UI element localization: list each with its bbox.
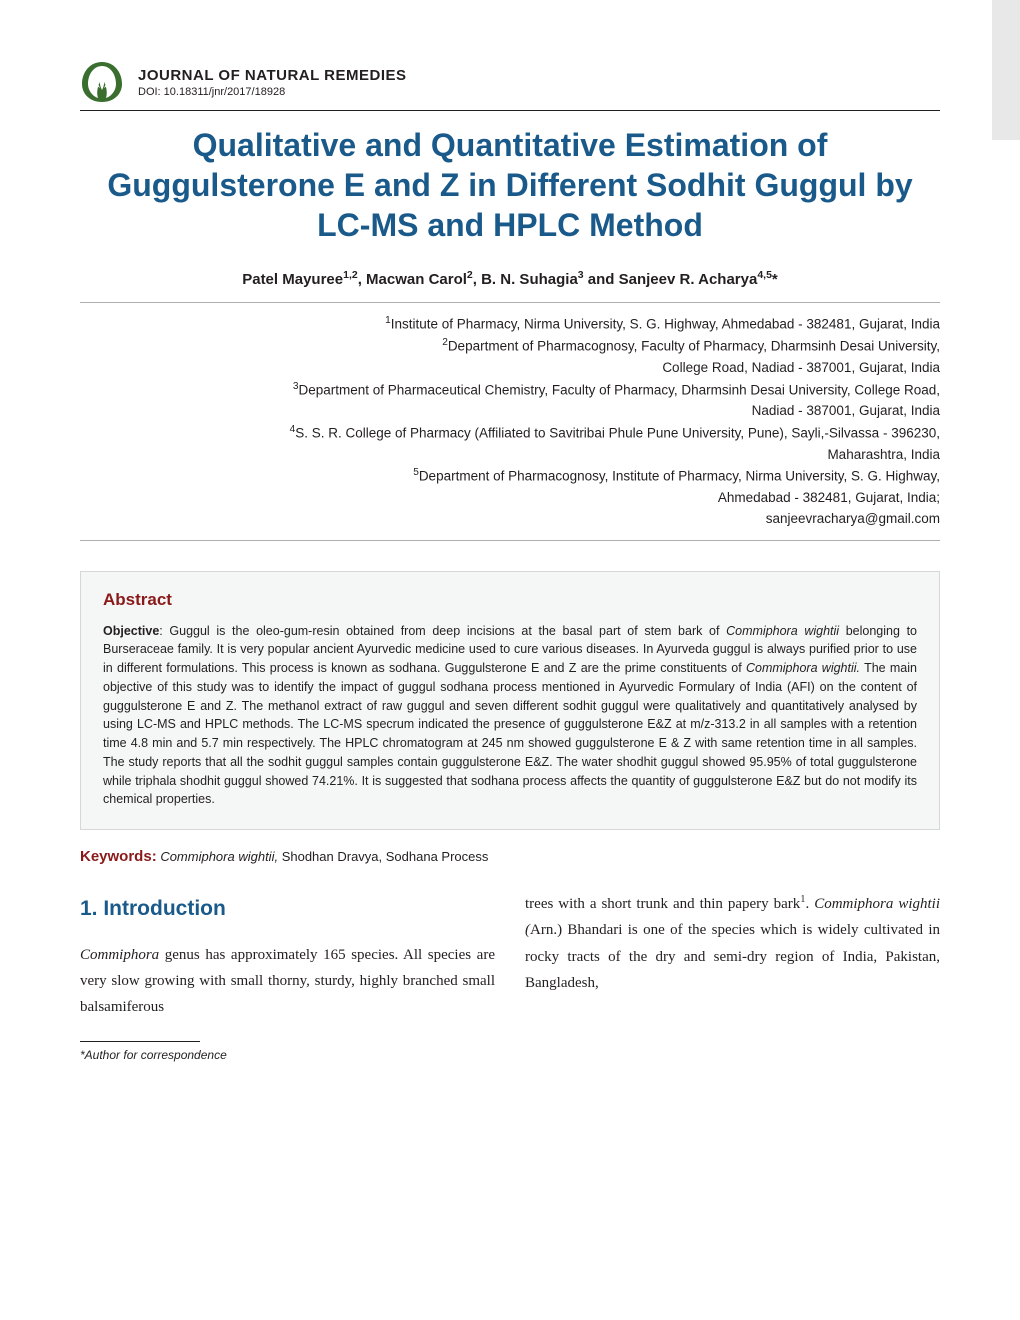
journal-name: JOURNAL OF NATURAL REMEDIES (138, 67, 407, 84)
intro-paragraph-right: trees with a short trunk and thin papery… (525, 891, 940, 996)
abstract-heading: Abstract (103, 590, 917, 610)
section-heading-introduction: 1. Introduction (80, 891, 495, 928)
article-title: Qualitative and Quantitative Estimation … (80, 125, 940, 245)
authors-line: Patel Mayuree1,2, Macwan Carol2, B. N. S… (80, 269, 940, 288)
journal-logo-icon (80, 60, 124, 104)
keywords-row: Keywords: Commiphora wightii, Shodhan Dr… (80, 848, 940, 865)
column-right: trees with a short trunk and thin papery… (525, 891, 940, 1021)
affiliation-bottom-rule (80, 540, 940, 541)
affiliation-top-rule (80, 302, 940, 303)
intro-paragraph-left: Commiphora genus has approximately 165 s… (80, 942, 495, 1021)
journal-header: JOURNAL OF NATURAL REMEDIES DOI: 10.1831… (80, 60, 940, 104)
page-container: JOURNAL OF NATURAL REMEDIES DOI: 10.1831… (0, 0, 1020, 1102)
abstract-body: Objective: Guggul is the oleo-gum-resin … (103, 622, 917, 810)
journal-title-block: JOURNAL OF NATURAL REMEDIES DOI: 10.1831… (138, 67, 407, 98)
keywords-label: Keywords: (80, 848, 157, 865)
footnote-rule (80, 1041, 200, 1042)
abstract-box: Abstract Objective: Guggul is the oleo-g… (80, 571, 940, 831)
header-divider (80, 110, 940, 111)
affiliations-block: 1Institute of Pharmacy, Nirma University… (80, 313, 940, 530)
keywords-text: Commiphora wightii, Shodhan Dravya, Sodh… (157, 849, 489, 864)
page-edge-strip (992, 0, 1020, 140)
correspondence-footnote: *Author for correspondence (80, 1048, 940, 1062)
column-left: 1. Introduction Commiphora genus has app… (80, 891, 495, 1021)
doi-text: DOI: 10.18311/jnr/2017/18928 (138, 86, 407, 98)
body-columns: 1. Introduction Commiphora genus has app… (80, 891, 940, 1021)
